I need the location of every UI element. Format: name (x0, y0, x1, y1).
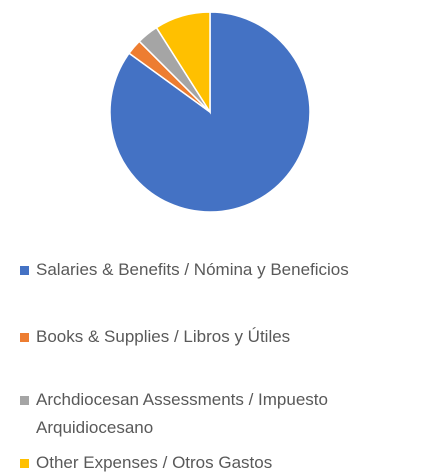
legend-item: Archdiocesan Assessments / Impuesto Arqu… (20, 386, 415, 442)
pie-slice (155, 11, 211, 115)
legend-label: Books & Supplies / Libros y Útiles (36, 327, 291, 346)
legend-label: Other Expenses / Otros Gastos (36, 453, 273, 472)
legend-swatch (20, 266, 29, 275)
legend-item: Books & Supplies / Libros y Útiles (20, 323, 415, 351)
legend-swatch (20, 459, 29, 468)
legend-item: Other Expenses / Otros Gastos (20, 449, 415, 473)
legend-item: Salaries & Benefits / Nómina y Beneficio… (20, 256, 415, 284)
legend-label: Salaries & Benefits / Nómina y Beneficio… (36, 260, 349, 279)
legend-swatch (20, 396, 29, 405)
legend-swatch (20, 333, 29, 342)
legend-label: Archdiocesan Assessments / Impuesto Arqu… (36, 390, 328, 437)
pie (109, 11, 311, 213)
